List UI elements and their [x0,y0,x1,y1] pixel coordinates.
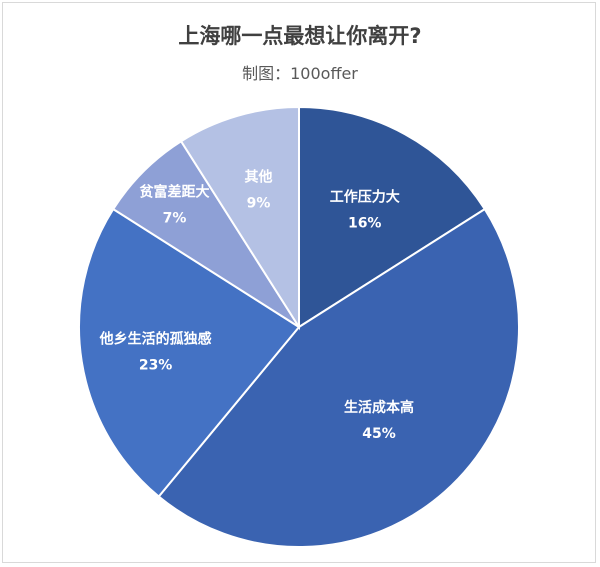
chart-title: 上海哪一点最想让你离开? [178,24,422,48]
slice-label: 生活成本高 [344,399,414,416]
slice-label: 工作压力大 [330,188,400,205]
slice-value-label: 45% [362,426,396,442]
pie-slice [298,105,487,329]
slice-value-label: 16% [348,215,382,231]
pie-slice [78,207,301,498]
slice-label: 他乡生活的孤独感 [99,331,212,348]
chart-subtitle: 制图：100offer [242,64,358,83]
chart-frame [2,2,596,563]
slice-value-label: 7% [163,211,187,227]
slice-label: 其他 [244,169,272,186]
slice-value-label: 23% [139,358,173,374]
pie-slice [179,105,300,331]
pie-slice [157,207,520,548]
slice-label: 贫富差距大 [140,184,210,201]
slice-value-label: 9% [247,196,271,212]
